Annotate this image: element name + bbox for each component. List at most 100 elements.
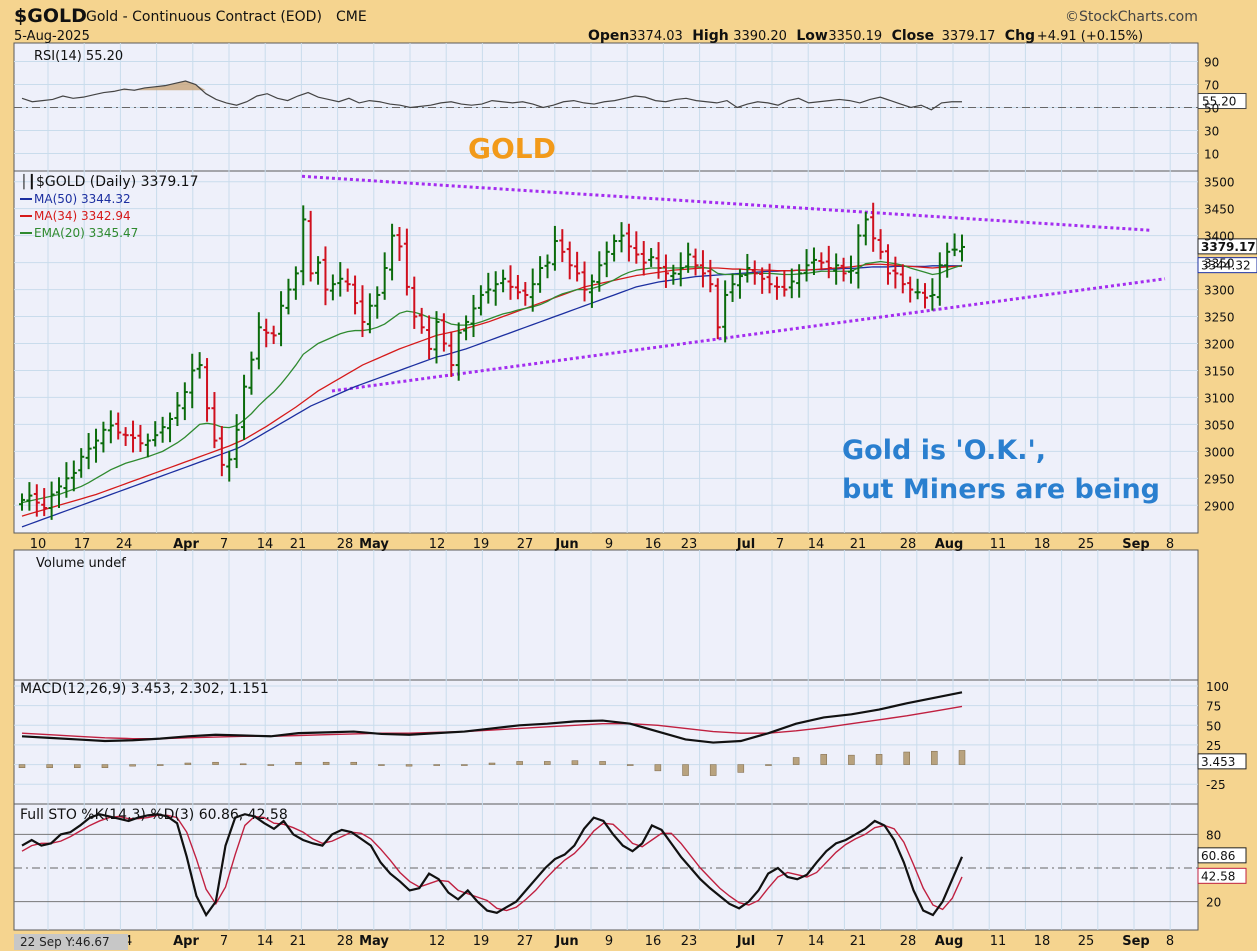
close-label-box	[1197, 238, 1257, 255]
sto-k-label: 60.86	[1201, 849, 1235, 863]
macd-title-text: MACD(12,26,9) 3.453, 2.302, 1.151	[20, 681, 269, 697]
ohlc-value: 3390.20	[733, 29, 787, 44]
macd-histogram-bar	[848, 754, 855, 765]
symbol-name: Gold - Continuous Contract (EOD)	[86, 9, 322, 25]
sto-plot: 60.86 42.58	[14, 813, 1247, 918]
sto-tick-label: 20	[1206, 896, 1221, 910]
macd-histogram-bar	[378, 764, 385, 766]
ohlc-label: Open	[588, 28, 629, 44]
x-tick-label: 27	[517, 537, 534, 552]
macd-histogram-bar	[626, 764, 634, 766]
x-tick-label: 11	[990, 934, 1007, 949]
sto-d-box	[1197, 867, 1247, 884]
macd-histogram-bar	[737, 764, 745, 773]
macd-histogram-bar	[931, 750, 938, 765]
macd-histogram-bar	[544, 761, 551, 765]
macd-histogram-bar	[239, 763, 247, 766]
rsi-line	[21, 80, 962, 111]
close-label: 3379.17	[1201, 240, 1256, 254]
macd-histogram-bar	[350, 761, 358, 765]
x-tick-label: 12	[429, 537, 446, 552]
price-tick-label: 3500	[1204, 176, 1235, 190]
ohlc-value: 3379.17	[942, 29, 996, 44]
x-tick-label: 14	[808, 537, 825, 552]
macd-histogram-bar	[433, 764, 440, 766]
legend-symbol: │┃	[20, 173, 36, 190]
macd-histogram-bar	[322, 761, 330, 765]
x-tick-label: 27	[517, 934, 534, 949]
x-tick-label: 11	[990, 537, 1007, 552]
price-legend: │┃ $GOLD (Daily) 3379.17 MA(50) 3344.32 MA(…	[20, 173, 199, 240]
legend-entry: EMA(20) 3345.47	[34, 226, 138, 240]
x-tick-label: 18	[1034, 934, 1051, 949]
legend-entry: MA(50) 3344.32	[34, 192, 131, 206]
macd-histogram-bar	[709, 764, 717, 776]
exchange: CME	[336, 9, 367, 25]
x-tick-label: 7	[776, 537, 784, 552]
macd-histogram-bar	[46, 764, 53, 768]
ma34-line	[21, 263, 962, 517]
x-tick-label: 8	[1166, 537, 1174, 552]
rsi-title: RSI(14) 55.20	[34, 49, 123, 64]
macd-histogram-bar	[267, 764, 275, 766]
macd-histogram-bar	[212, 761, 219, 765]
x-tick-label: 21	[290, 934, 307, 949]
axis-labels: 1017172424AprApr77141421212828MayMay1212…	[30, 56, 1235, 950]
ohlc-label: Low	[796, 28, 828, 44]
macd-panel	[13, 679, 1199, 805]
x-tick-label: 25	[1078, 934, 1095, 949]
price-plot: 3379.17 3344.32	[14, 174, 1257, 528]
x-tick-label: Jun	[554, 934, 578, 949]
x-tick-label: Jun	[554, 537, 578, 552]
x-tick-label: 7	[220, 934, 228, 949]
sto-title-text: Full STO %K(14,3) %D(3) 60.86, 42.58	[20, 807, 288, 823]
macd-tick-label: -25	[1206, 778, 1226, 792]
macd-histogram-bar	[654, 764, 662, 772]
legend-entry: MA(34) 3342.94	[34, 209, 131, 223]
ohlc-value: 3374.03	[629, 29, 683, 44]
price-tick-label: 3250	[1204, 311, 1235, 325]
x-tick-label: 14	[257, 934, 274, 949]
x-tick-label: 12	[429, 934, 446, 949]
x-tick-label: 17	[74, 537, 91, 552]
x-tick-label: Sep	[1122, 934, 1150, 949]
x-tick-label: 23	[681, 934, 698, 949]
sto-d-label: 42.58	[1201, 869, 1235, 883]
rsi-plot: 55.20	[14, 61, 1247, 154]
macd-histogram-bar	[516, 761, 523, 765]
price-tick-label: 3450	[1204, 203, 1235, 217]
price-panel	[13, 170, 1199, 534]
rsi-tick-label: 50	[1204, 102, 1219, 116]
x-tick-label: 28	[337, 934, 354, 949]
x-tick-label: Sep	[1122, 537, 1150, 552]
lower-trendline	[331, 277, 1166, 393]
cursor-readout: 22 Sep Y:46.67	[20, 935, 110, 949]
price-tick-label: 3400	[1204, 230, 1235, 244]
x-tick-label: 14	[257, 537, 274, 552]
brand: ©StockCharts.com	[1065, 9, 1198, 25]
x-tick-label: 28	[337, 537, 354, 552]
price-tick-label: 2950	[1204, 472, 1235, 486]
x-tick-label: May	[359, 537, 389, 552]
ma50-label-box	[1197, 257, 1257, 274]
price-tick-label: 3050	[1204, 418, 1235, 432]
price-tick-label: 3200	[1204, 338, 1235, 352]
macd-histogram-bar	[461, 764, 468, 766]
macd-histogram-bar	[820, 754, 828, 765]
sto-tick-label: 80	[1206, 828, 1221, 842]
sto-k-line	[21, 813, 964, 918]
x-tick-label: 28	[900, 537, 917, 552]
macd-tick-label: 75	[1206, 700, 1221, 714]
macd-histogram-bar	[571, 760, 579, 765]
x-tick-label: 8	[1166, 934, 1174, 949]
x-tick-label: 7	[220, 537, 228, 552]
ohlc-readout: Open 3374.03 High 3390.20 Low 3350.19 Close 337…	[588, 28, 1143, 44]
x-tick-label: May	[359, 934, 389, 949]
volume-panel	[13, 549, 1199, 681]
macd-histogram-bar	[875, 754, 883, 765]
x-tick-label: Aug	[935, 537, 964, 552]
price-tick-label: 3300	[1204, 284, 1235, 298]
rsi-tick-label: 90	[1204, 56, 1219, 70]
rsi-tick-label: 70	[1204, 79, 1219, 93]
